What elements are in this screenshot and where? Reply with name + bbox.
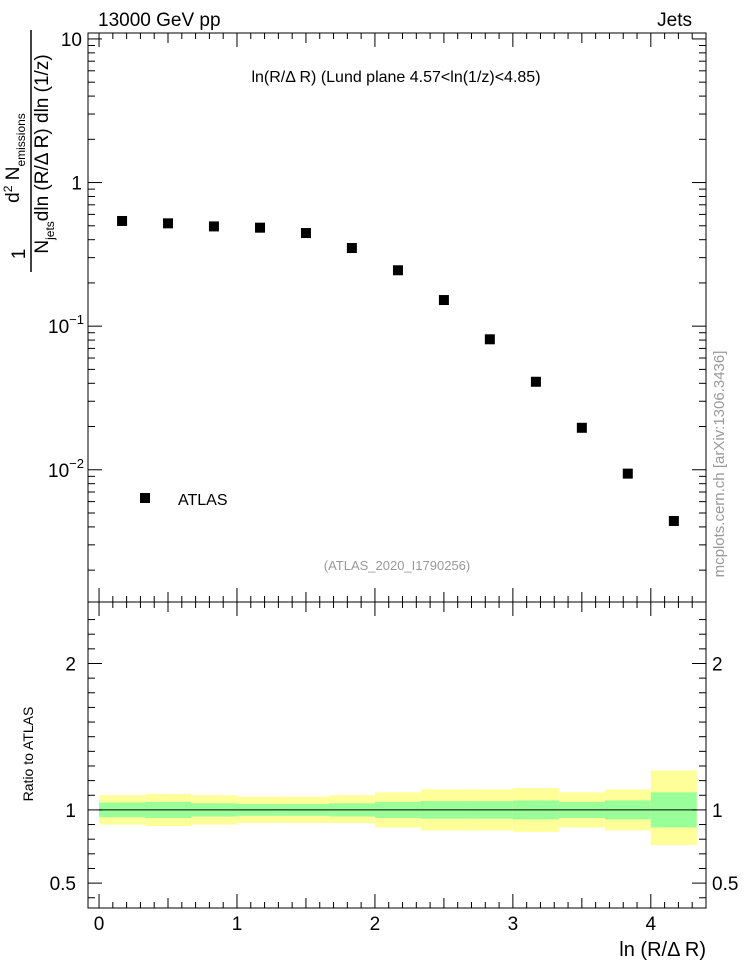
data-point	[438, 295, 449, 306]
data-point	[163, 218, 174, 229]
y-label-num-n: N	[3, 167, 24, 186]
y-label-denominator: Njetsdln (R/Δ R) dln (1/z)	[32, 54, 57, 253]
y-label-den-b: dln (R/Δ R) dln (1/z)	[32, 54, 53, 221]
y-label-num-sub: emissions	[14, 113, 28, 166]
ratio-y-axis-label: Ratio to ATLAS	[20, 707, 36, 802]
watermark: mcplots.cern.ch [arXiv:1306.3436]	[711, 351, 728, 578]
data-point	[117, 215, 128, 226]
ratio-panel: 0 1 2 3 4 2 2 1 1 0.5 0.5 Ratio to ATLAS ln (R/Δ R…	[20, 601, 738, 961]
y-label-num-sup: 2	[1, 185, 15, 192]
x-tick-label: 2	[370, 914, 381, 935]
main-y-tick-label: 10	[61, 30, 82, 51]
tick-exponent: −2	[69, 456, 84, 471]
main-y-tick-label: 10−1	[48, 312, 84, 338]
data-point	[576, 422, 587, 433]
main-panel: ln(R/Δ R) (Lund plane 4.57<ln(1/z)<4.85)…	[1, 30, 707, 603]
ratio-axes: 0 1 2 3 4 2 2 1 1 0.5 0.5	[50, 601, 738, 935]
header-process-label: Jets	[657, 10, 692, 31]
data-point	[392, 265, 403, 276]
main-y-tick-label: 10−2	[48, 456, 84, 482]
ratio-y-tick-label-right: 1	[712, 801, 723, 822]
data-point	[346, 243, 357, 254]
y-label-den-a: N	[32, 240, 53, 254]
data-point	[622, 468, 633, 479]
ratio-y-tick-label-left: 2	[65, 654, 76, 675]
y-label-numerator: d2 Nemissions	[1, 113, 28, 203]
x-tick-label: 0	[94, 914, 105, 935]
legend: ATLAS	[140, 492, 228, 509]
data-point	[484, 334, 495, 345]
ratio-y-tick-label-right: 0.5	[712, 874, 738, 895]
x-axis-label: ln (R/Δ R)	[619, 939, 706, 961]
header-energy-label: 13000 GeV pp	[98, 10, 221, 31]
tick-exponent: −1	[69, 312, 84, 327]
data-point	[530, 376, 541, 387]
data-point	[300, 228, 311, 239]
tick-base: 10	[48, 317, 69, 338]
analysis-id-annotation: (ATLAS_2020_I1790256)	[324, 558, 470, 573]
legend-label: ATLAS	[178, 492, 228, 509]
x-tick-label: 1	[232, 914, 243, 935]
y-label-num-d: d	[3, 192, 24, 203]
y-label-den-sub: jets	[43, 221, 57, 241]
data-point	[208, 221, 219, 232]
main-y-tick-label: 1	[71, 174, 82, 195]
legend-marker	[140, 493, 150, 503]
x-tick-label: 4	[646, 914, 657, 935]
data-point	[668, 515, 679, 526]
y-label-one: 1	[9, 249, 30, 260]
data-point	[255, 222, 266, 233]
main-plot-title: ln(R/Δ R) (Lund plane 4.57<ln(1/z)<4.85)	[251, 69, 540, 86]
ratio-y-tick-label-right: 2	[712, 654, 723, 675]
ratio-y-tick-label-left: 1	[65, 801, 76, 822]
x-tick-label: 3	[508, 914, 519, 935]
main-y-axis-label: 1 d2 Nemissions Njetsdln (R/Δ R) dln (1/…	[1, 30, 57, 272]
ratio-frame	[87, 601, 707, 909]
tick-base: 10	[48, 461, 69, 482]
main-data-points	[117, 215, 679, 526]
ratio-y-tick-label-left: 0.5	[50, 874, 76, 895]
main-frame	[87, 32, 707, 603]
ratio-bands	[99, 770, 697, 846]
